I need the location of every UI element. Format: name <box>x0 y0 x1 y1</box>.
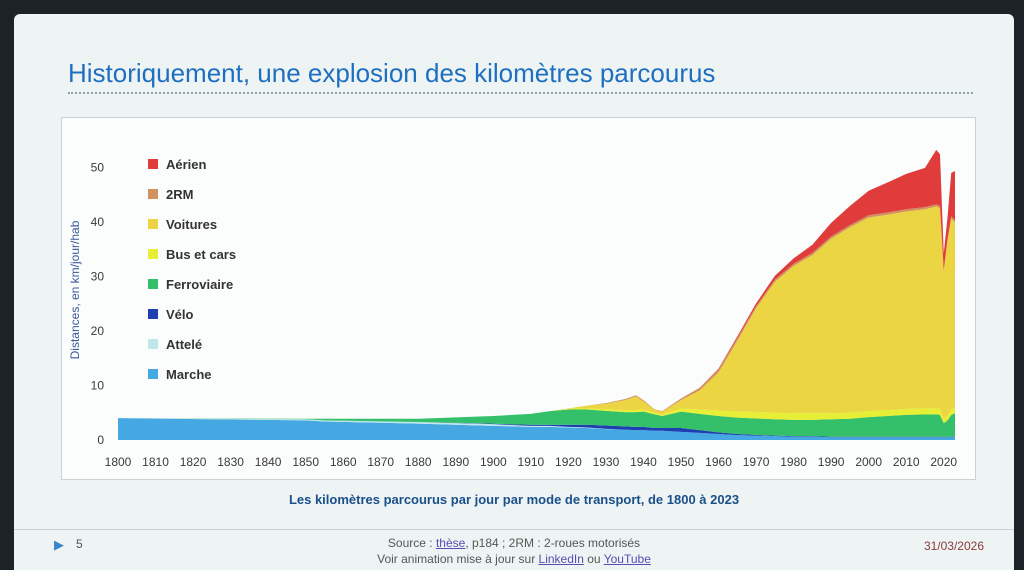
x-tick-label-1980: 1980 <box>780 455 807 469</box>
anim-prefix: Voir animation mise à jour sur <box>377 552 539 566</box>
x-tick-label-1840: 1840 <box>255 455 282 469</box>
y-tick-label-20: 20 <box>91 324 105 338</box>
source-prefix: Source : <box>387 536 436 550</box>
source-note: Source : thèse, p184 ; 2RM : 2-roues mot… <box>14 535 1014 567</box>
series-area-voitures <box>118 206 955 419</box>
x-tick-label-1830: 1830 <box>217 455 244 469</box>
slide-date: 31/03/2026 <box>923 539 984 553</box>
x-tick-label-1920: 1920 <box>555 455 582 469</box>
legend-label-voitures: Voitures <box>166 217 217 232</box>
source-line: Source : thèse, p184 ; 2RM : 2-roues mot… <box>14 535 1014 551</box>
legend-label-velo: Vélo <box>166 307 194 322</box>
x-tick-label-1910: 1910 <box>518 455 545 469</box>
x-tick-label-1880: 1880 <box>405 455 432 469</box>
page-number: 5 <box>76 537 83 551</box>
legend-swatch-aerien <box>148 159 158 169</box>
legend-label-attele: Attelé <box>166 337 202 352</box>
chart-caption: Les kilomètres parcourus par jour par mo… <box>288 492 740 507</box>
these-link[interactable]: thèse <box>435 536 466 550</box>
x-tick-label-2010: 2010 <box>893 455 920 469</box>
anim-mid: ou <box>583 552 604 566</box>
x-tick-label-2000: 2000 <box>855 455 882 469</box>
footer-divider <box>14 529 1014 530</box>
x-tick-label-1800: 1800 <box>105 455 132 469</box>
legend-swatch-ferroviaire <box>148 279 158 289</box>
x-tick-label-1930: 1930 <box>593 455 620 469</box>
x-tick-label-1950: 1950 <box>668 455 695 469</box>
slide: Historiquement, une explosion des kilomè… <box>14 14 1014 570</box>
y-tick-label-10: 10 <box>91 378 105 392</box>
y-tick-label-0: 0 <box>97 433 104 447</box>
title-divider <box>68 92 973 94</box>
youtube-link[interactable]: YouTube <box>603 552 651 566</box>
y-tick-label-30: 30 <box>91 269 105 283</box>
series-area-marche <box>118 418 955 440</box>
x-tick-label-1870: 1870 <box>367 455 394 469</box>
x-tick-label-1890: 1890 <box>442 455 469 469</box>
area-chart: Distances, en km/jour/hab 0 10 20 30 40 50 1800… <box>68 149 957 469</box>
legend-swatch-2rm <box>148 189 158 199</box>
series-area-bus-et-cars <box>118 407 955 424</box>
y-tick-label-40: 40 <box>91 215 105 229</box>
chart-frame: Distances, en km/jour/hab 0 10 20 30 40 50 1800… <box>61 117 976 480</box>
x-tick-label-1970: 1970 <box>743 455 770 469</box>
play-icon[interactable]: ▶ <box>54 537 64 552</box>
legend-swatch-bus-et-cars <box>148 249 158 259</box>
legend-label-2rm: 2RM <box>166 187 193 202</box>
x-tick-label-1810: 1810 <box>142 455 169 469</box>
x-tick-label-1960: 1960 <box>705 455 732 469</box>
x-tick-label-1940: 1940 <box>630 455 657 469</box>
x-tick-label-1990: 1990 <box>818 455 845 469</box>
x-tick-label-1860: 1860 <box>330 455 357 469</box>
slide-title: Historiquement, une explosion des kilomè… <box>68 58 716 88</box>
series-area-ferroviaire <box>118 409 955 437</box>
source-rest: , p184 ; 2RM : 2-roues motorisés <box>465 536 641 550</box>
legend-swatch-velo <box>148 309 158 319</box>
legend-label-ferroviaire: Ferroviaire <box>166 277 233 292</box>
x-tick-label-2020: 2020 <box>930 455 957 469</box>
x-tick-label-1850: 1850 <box>292 455 319 469</box>
linkedin-link[interactable]: LinkedIn <box>538 552 584 566</box>
x-tick-label-1900: 1900 <box>480 455 507 469</box>
legend-swatch-attele <box>148 339 158 349</box>
y-tick-label-50: 50 <box>91 160 105 174</box>
animation-line: Voir animation mise à jour sur LinkedIn … <box>14 551 1014 567</box>
y-axis-label: Distances, en km/jour/hab <box>68 220 82 359</box>
legend-swatch-voitures <box>148 219 158 229</box>
legend-label-marche: Marche <box>166 367 212 382</box>
legend-label-bus-et-cars: Bus et cars <box>166 247 236 262</box>
legend-label-aerien: Aérien <box>166 157 207 172</box>
x-tick-label-1820: 1820 <box>180 455 207 469</box>
legend-swatch-marche <box>148 369 158 379</box>
